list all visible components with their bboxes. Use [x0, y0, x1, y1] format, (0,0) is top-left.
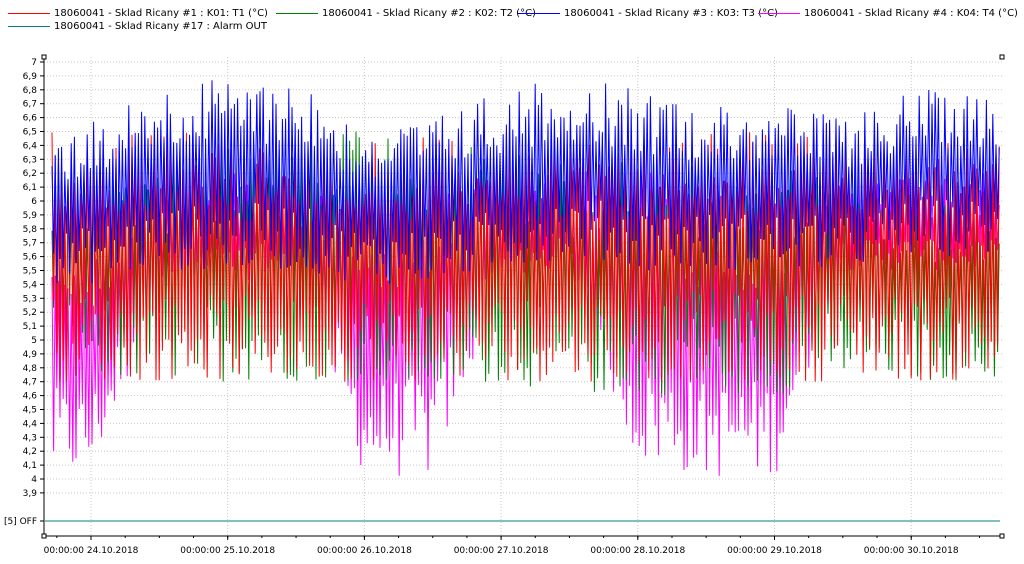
legend-swatch-t2 [276, 12, 318, 14]
alarm-axis-label: [5] OFF [4, 517, 37, 527]
y-tick-label: 4,8 [23, 364, 38, 374]
x-tick-label: 00:00:00 26.10.2018 [317, 546, 412, 556]
y-tick-label: 6,1 [23, 183, 37, 193]
y-tick-label: 5,1 [23, 322, 37, 332]
legend-item-t3[interactable]: 18060041 - Sklad Ricany #3 : K03: T3 (°C… [518, 6, 778, 20]
legend-label-t1: 18060041 - Sklad Ricany #1 : K01: T1 (°C… [54, 7, 268, 19]
y-tick-label: 5,9 [23, 211, 38, 221]
chart-legend: 18060041 - Sklad Ricany #1 : K01: T1 (°C… [0, 0, 1024, 40]
resize-handle [999, 54, 1005, 60]
y-tick-label: 6 [31, 197, 37, 207]
legend-swatch-t4 [758, 12, 800, 14]
y-tick-label: 4,9 [23, 350, 38, 360]
series-line-3 [51, 80, 1000, 284]
y-tick-label: 6,5 [23, 128, 37, 138]
legend-item-t1[interactable]: 18060041 - Sklad Ricany #1 : K01: T1 (°C… [8, 6, 268, 20]
y-tick-label: 6,4 [23, 141, 38, 151]
legend-item-t4[interactable]: 18060041 - Sklad Ricany #4 : K04: T4 (°C… [758, 6, 1018, 20]
x-tick-label: 00:00:00 25.10.2018 [180, 546, 275, 556]
y-tick-label: 4,3 [23, 433, 37, 443]
y-tick-label: 3,9 [23, 489, 38, 499]
y-tick-label: 5,5 [23, 267, 37, 277]
y-tick-label: 5,8 [23, 225, 38, 235]
resize-handles [41, 54, 1005, 539]
series-line-1 [51, 122, 1000, 382]
plot-series-group [45, 80, 1000, 522]
y-tick-label: 5,2 [23, 308, 37, 318]
chart-axes: 7 6,9 6,8 6,7 6,6 6,5 6,4 6,3 6,2 6,1 6 5,9 5,8 5,7 5,… [4, 57, 1002, 556]
resize-handle [41, 533, 47, 539]
y-tick-label: 5,6 [23, 253, 38, 263]
y-tick-label: 6,9 [23, 72, 38, 82]
legend-item-alarm[interactable]: 18060041 - Sklad Ricany #17 : Alarm OUT [8, 19, 267, 33]
y-tick-label: 6,8 [23, 86, 38, 96]
y-tick-label: 4,7 [23, 378, 37, 388]
y-tick-label: 4,6 [23, 392, 38, 402]
legend-label-t3: 18060041 - Sklad Ricany #3 : K03: T3 (°C… [564, 7, 778, 19]
x-tick-label: 00:00:00 24.10.2018 [44, 546, 139, 556]
y-tick-label: 6,2 [23, 169, 37, 179]
x-tick-label: 00:00:00 29.10.2018 [727, 546, 822, 556]
y-tick-label: 5,3 [23, 294, 37, 304]
resize-handle [999, 533, 1005, 539]
legend-swatch-t3 [518, 12, 560, 14]
y-tick-label: 6,3 [23, 155, 37, 165]
y-tick-label: 5,7 [23, 239, 37, 249]
legend-item-t2[interactable]: 18060041 - Sklad Ricany #2 : K02: T2 (°C… [276, 6, 536, 20]
legend-label-alarm: 18060041 - Sklad Ricany #17 : Alarm OUT [54, 20, 267, 32]
x-tick-label: 00:00:00 28.10.2018 [590, 546, 685, 556]
y-tick-label: 4,4 [23, 419, 38, 429]
legend-label-t4: 18060041 - Sklad Ricany #4 : K04: T4 (°C… [804, 7, 1018, 19]
legend-label-t2: 18060041 - Sklad Ricany #2 : K02: T2 (°C… [322, 7, 536, 19]
y-tick-label: 6,7 [23, 100, 37, 110]
y-tick-label: 5,4 [23, 280, 38, 290]
legend-swatch-alarm [8, 25, 50, 27]
y-tick-label: 5 [31, 336, 37, 346]
y-tick-label: 4 [31, 475, 37, 485]
x-tick-label: 00:00:00 30.10.2018 [864, 546, 959, 556]
y-tick-label: 4,5 [23, 406, 37, 416]
legend-swatch-t1 [8, 12, 50, 14]
y-tick-label: 4,1 [23, 461, 37, 471]
y-tick-label: 7 [31, 58, 37, 68]
x-tick-label: 00:00:00 27.10.2018 [454, 546, 549, 556]
y-tick-label: 6,6 [23, 114, 38, 124]
y-tick-label: 4,2 [23, 447, 37, 457]
resize-handle [41, 54, 47, 60]
